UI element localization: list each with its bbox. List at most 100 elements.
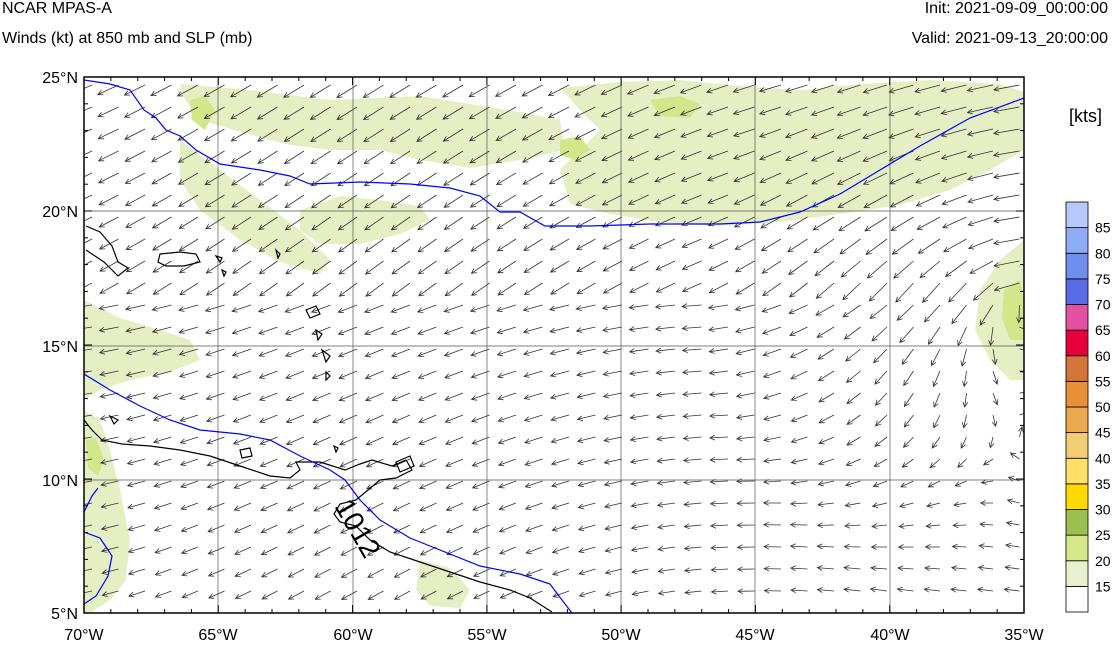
wind-arrow	[810, 106, 835, 116]
wind-arrow	[521, 84, 543, 97]
shade-region-mid-north	[300, 196, 430, 244]
wind-arrow	[232, 436, 252, 445]
wind-arrow	[495, 106, 517, 119]
wind-arrow	[417, 238, 437, 253]
wind-arrow	[125, 260, 146, 273]
wind-arrow	[837, 194, 861, 208]
wind-arrow	[735, 456, 755, 463]
wind-arrow	[732, 84, 755, 93]
wind-arrow	[710, 588, 729, 595]
wind-arrow	[914, 128, 941, 139]
wind-arrow	[763, 587, 782, 594]
wind-arrow	[902, 436, 914, 448]
wind-arrow	[524, 480, 543, 488]
colorbar-box	[1065, 509, 1089, 536]
wind-arrow	[816, 587, 835, 593]
wind-arrow	[84, 194, 93, 200]
wind-arrow	[992, 370, 999, 385]
wind-arrow	[523, 260, 543, 273]
colorbar-label: 50	[1095, 399, 1111, 415]
wind-arrow	[680, 194, 702, 204]
wind-arrow	[972, 282, 994, 301]
wind-arrow	[843, 326, 861, 340]
colorbar-box	[1065, 278, 1089, 305]
wind-arrow	[966, 106, 994, 115]
wind-arrow	[443, 304, 464, 313]
wind-arrow	[630, 480, 649, 487]
wind-arrow	[948, 282, 967, 303]
wind-arrow	[733, 172, 755, 183]
wind-arrow	[839, 238, 861, 255]
wind-arrow	[759, 150, 782, 161]
wind-arrow	[960, 436, 967, 449]
wind-arrow	[961, 414, 968, 429]
wind-arrow	[259, 436, 278, 445]
wind-arrow	[680, 150, 702, 160]
wind-arrow	[784, 84, 808, 93]
colorbar-box	[1065, 227, 1089, 254]
wind-arrow	[870, 565, 888, 572]
wind-arrow	[391, 238, 411, 253]
wind-arrow	[602, 282, 623, 294]
wind-arrow	[469, 326, 490, 335]
colorbar-box	[1065, 201, 1089, 229]
wind-arrow	[443, 326, 464, 335]
wind-arrow	[127, 568, 146, 576]
wind-arrow	[979, 521, 994, 528]
wind-arrow	[127, 546, 146, 554]
wind-arrow	[312, 436, 331, 446]
wind-arrow	[124, 150, 146, 162]
lat-label-20: 20°N	[42, 204, 78, 221]
wind-arrow	[574, 150, 596, 162]
wind-arrow	[153, 502, 172, 510]
wind-arrow	[815, 304, 835, 316]
wind-arrow	[577, 458, 596, 466]
wind-arrow	[1006, 498, 1020, 505]
wind-arrow	[419, 524, 437, 534]
wind-arrow	[706, 84, 729, 94]
wind-arrow	[362, 106, 384, 120]
wind-arrow	[151, 304, 172, 312]
wind-arrow	[126, 436, 146, 444]
wind-arrow	[1018, 426, 1024, 438]
slp-contour-label: 1012	[329, 494, 387, 563]
wind-arrow	[763, 392, 782, 400]
wind-arrow	[549, 194, 570, 207]
colorbar-box	[1065, 380, 1089, 408]
coast-hispaniola-west	[85, 225, 130, 277]
wind-arrow	[576, 414, 596, 421]
wind-arrow	[416, 150, 437, 164]
wind-arrow	[96, 84, 119, 96]
wind-arrow	[953, 501, 967, 508]
wind-arrow	[417, 370, 437, 379]
wind-arrow	[231, 172, 252, 186]
wind-arrow	[604, 568, 623, 575]
wind-arrow	[203, 106, 225, 119]
wind-arrow	[259, 480, 278, 489]
wind-arrow	[231, 238, 252, 252]
wind-arrow	[903, 392, 914, 408]
wind-arrow	[761, 326, 782, 335]
wind-arrow	[1016, 304, 1022, 324]
wind-arrow	[810, 150, 835, 162]
wind-arrow	[205, 348, 225, 357]
wind-arrow	[287, 546, 305, 556]
wind-arrow	[495, 128, 517, 141]
wind-arrow	[416, 194, 437, 209]
wind-arrow	[681, 303, 702, 309]
wind-arrow	[416, 128, 437, 142]
wind-arrow	[257, 194, 278, 208]
wind-arrow	[1009, 452, 1020, 460]
wind-arrow	[442, 128, 464, 142]
wind-arrow	[962, 392, 969, 408]
wind-arrow	[943, 238, 967, 253]
wind-arrow	[496, 370, 517, 379]
wind-arrow	[258, 326, 278, 335]
wind-arrow	[125, 370, 146, 378]
wind-arrow	[84, 458, 93, 461]
wind-arrow	[762, 370, 782, 379]
wind-arrow	[737, 588, 755, 595]
wind-arrow	[736, 478, 755, 485]
wind-arrow	[733, 194, 755, 205]
wind-arrow	[708, 260, 729, 271]
